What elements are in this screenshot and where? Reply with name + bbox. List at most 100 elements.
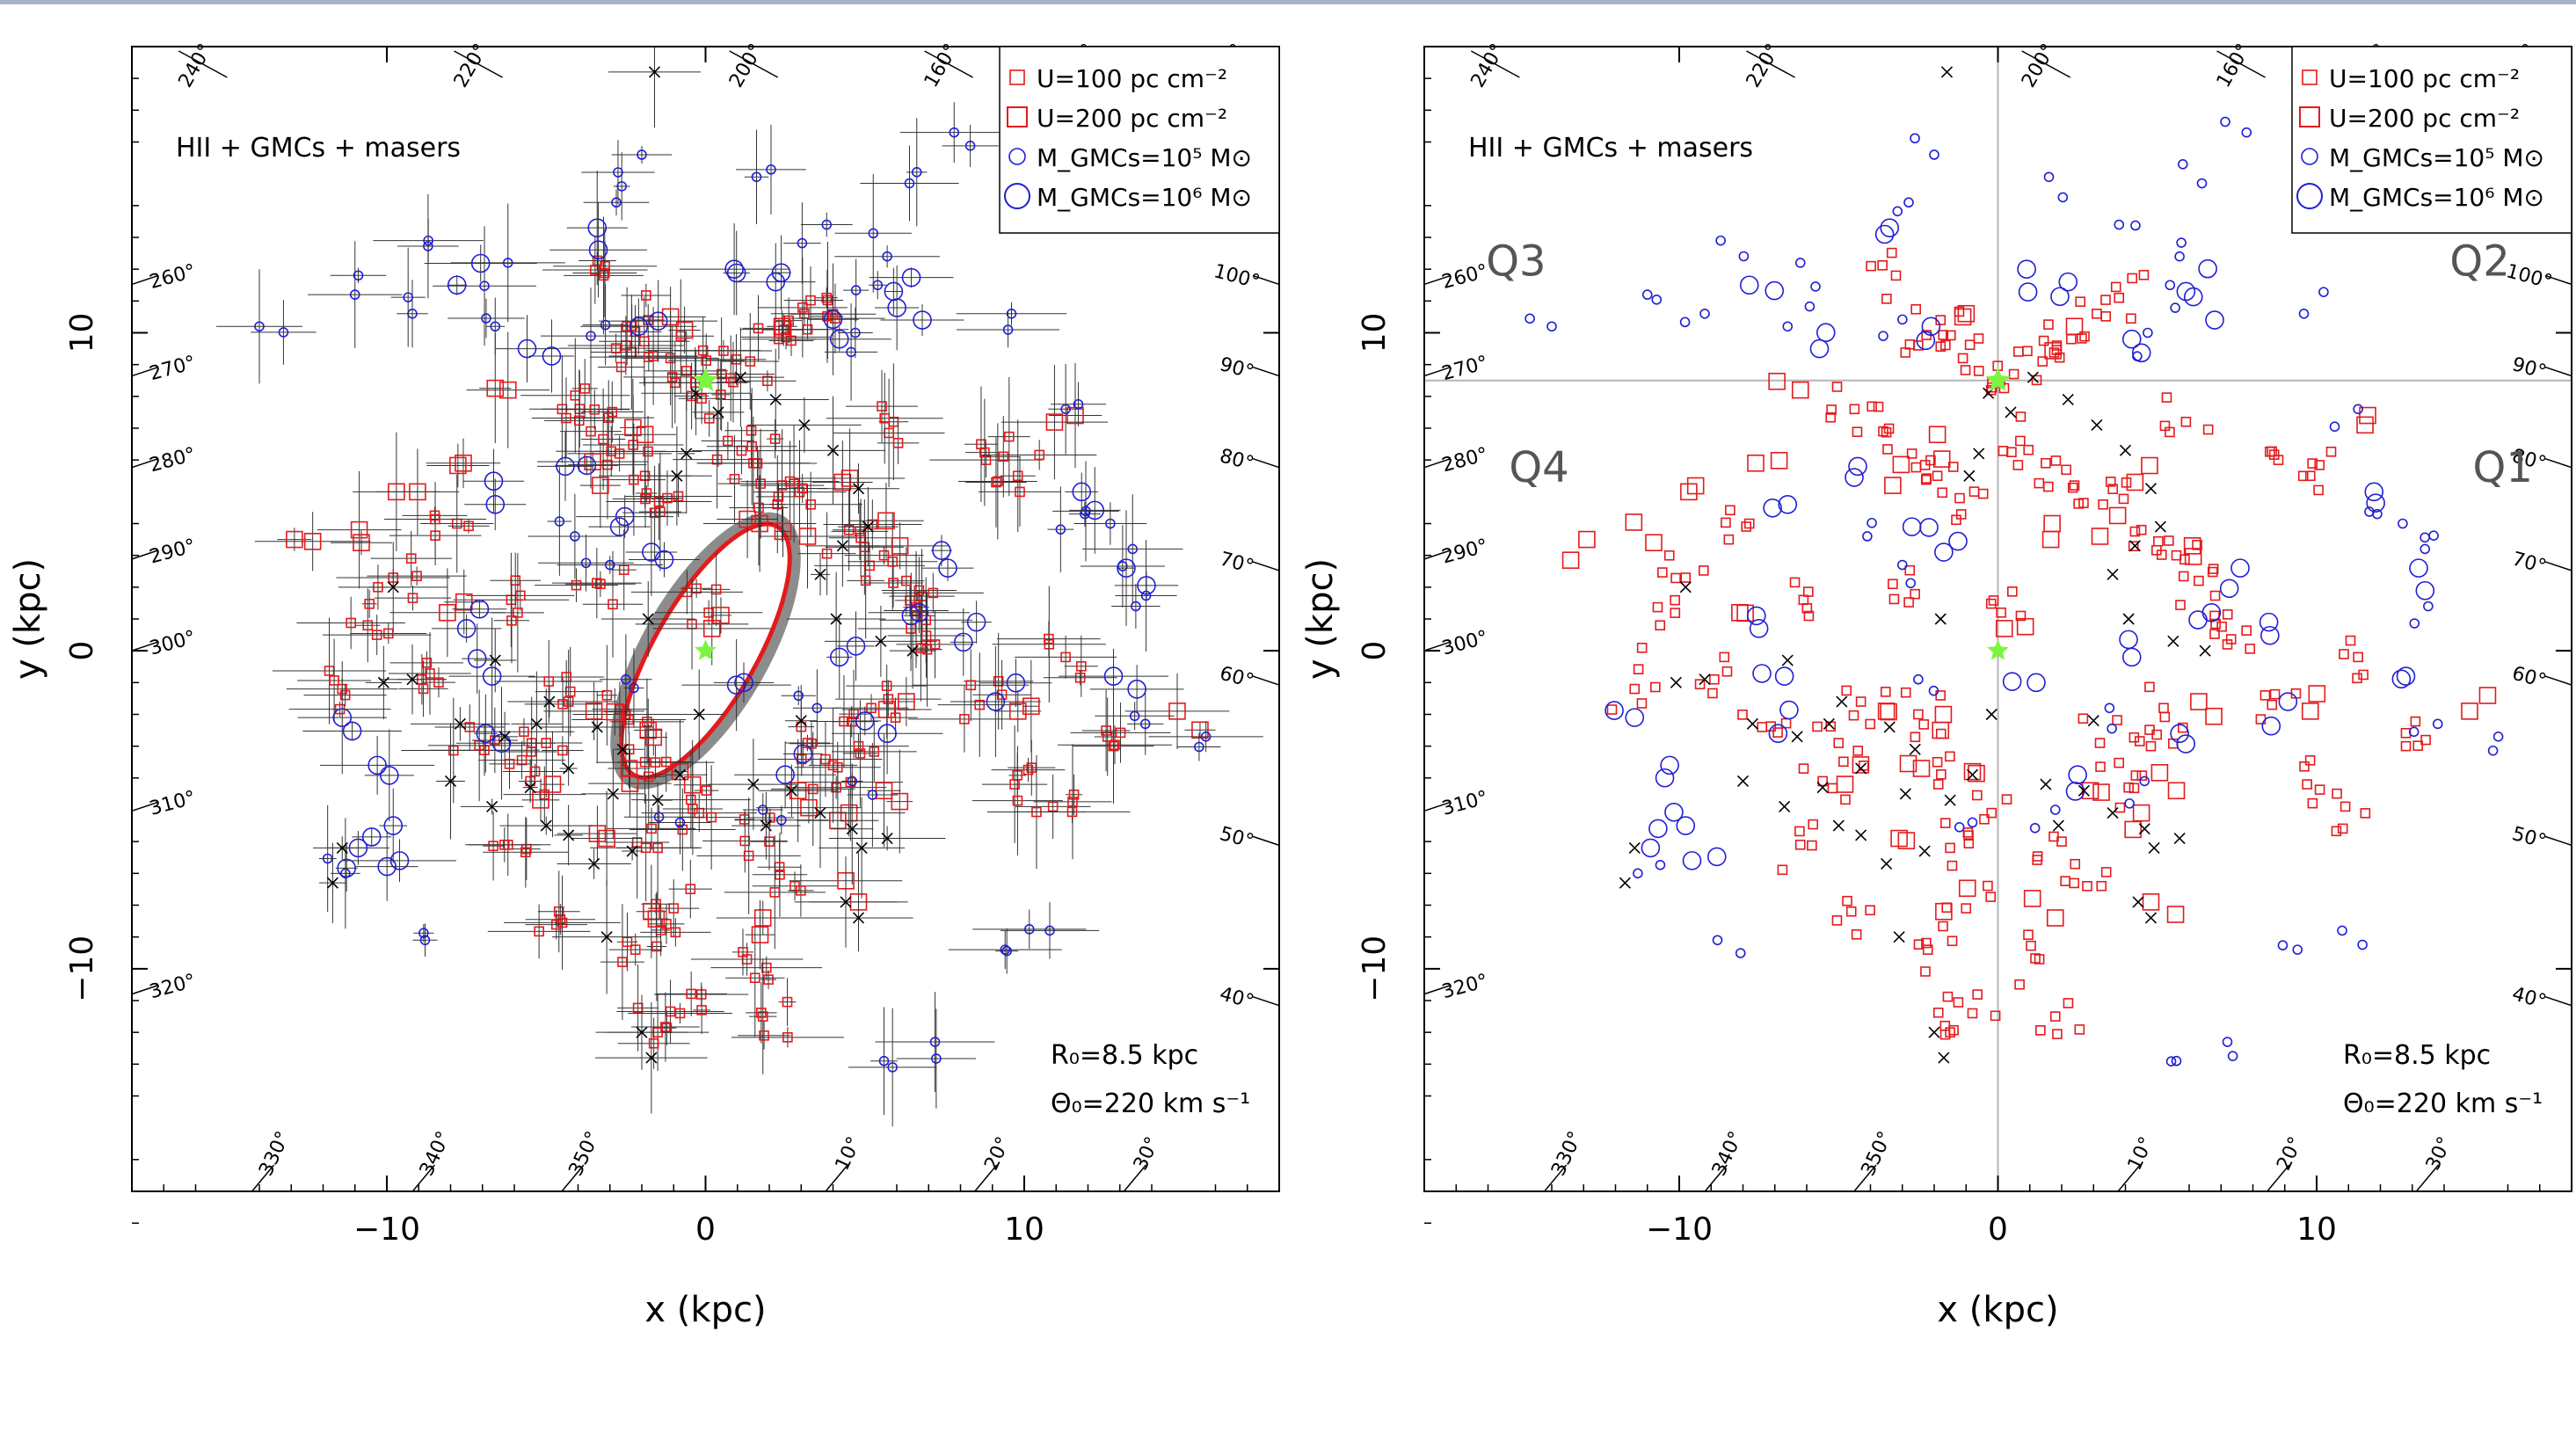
hii-marker xyxy=(1743,518,1755,529)
gmc-marker xyxy=(600,319,611,331)
hii-marker xyxy=(756,1008,767,1018)
hii-marker xyxy=(2092,783,2110,801)
longitude-tick-line xyxy=(1252,274,1280,286)
longitude-tick-line xyxy=(178,50,228,78)
hii-marker xyxy=(689,377,701,389)
longitude-label-bottom: 330° xyxy=(255,1128,295,1180)
maser-marker xyxy=(387,581,399,593)
gmc-marker xyxy=(2119,630,2138,650)
hii-marker xyxy=(2096,880,2107,892)
hii-marker xyxy=(592,578,602,588)
longitude-tick-line xyxy=(1423,550,1452,560)
gmc-marker xyxy=(1779,700,1799,720)
maser-marker xyxy=(830,613,842,625)
hii-marker xyxy=(2091,528,2109,545)
longitude-tick-line xyxy=(1423,641,1452,652)
hii-marker xyxy=(2161,392,2172,403)
hii-marker xyxy=(1747,454,1765,472)
gmc-marker xyxy=(2165,1056,2177,1067)
hii-marker xyxy=(2210,618,2221,630)
gmc-marker xyxy=(1651,295,1663,305)
hii-marker xyxy=(2070,858,2081,870)
gmc-marker xyxy=(1892,206,1903,217)
hii-marker xyxy=(1996,607,2006,618)
longitude-label-right: 40° xyxy=(2510,983,2549,1013)
maser-marker xyxy=(840,896,852,908)
gmc-marker xyxy=(1845,468,1864,487)
gmc-marker xyxy=(1867,517,1877,528)
hii-marker xyxy=(2092,308,2102,319)
hii-marker xyxy=(1897,832,1916,849)
hii-marker xyxy=(2044,342,2062,360)
gmc-marker xyxy=(1001,945,1013,957)
gmc-marker xyxy=(775,765,795,785)
hii-marker xyxy=(2008,368,2019,380)
hii-marker xyxy=(636,426,654,444)
hii-marker xyxy=(1936,769,1947,780)
gmc-marker xyxy=(878,1055,890,1067)
hii-marker xyxy=(2012,460,2024,470)
hii-marker xyxy=(1866,260,1876,272)
gmc-marker xyxy=(797,237,808,249)
hii-marker xyxy=(1803,610,1815,622)
gmc-marker xyxy=(342,721,362,741)
hii-marker xyxy=(1191,721,1209,739)
gmc-marker xyxy=(2068,765,2087,785)
gmc-marker xyxy=(2029,822,2041,834)
gmc-marker xyxy=(418,928,429,938)
hii-marker xyxy=(757,1011,768,1022)
hii-marker xyxy=(2225,634,2237,644)
hii-marker xyxy=(2268,449,2280,460)
hii-marker xyxy=(1840,794,1851,805)
hii-marker xyxy=(1791,381,1809,399)
hii-marker xyxy=(2151,729,2162,740)
hii-marker xyxy=(728,376,739,388)
gmc-marker xyxy=(2124,798,2135,809)
hii-marker xyxy=(1012,470,1023,482)
top-border xyxy=(0,0,2576,4)
gmc-marker xyxy=(850,285,862,295)
gmc-marker xyxy=(403,292,413,302)
longitude-label-bottom: 340° xyxy=(1708,1128,1748,1180)
hii-marker xyxy=(1903,597,1914,608)
hii-marker xyxy=(2073,499,2085,509)
hii-marker xyxy=(2054,352,2065,363)
maser-marker xyxy=(406,673,418,686)
gmc-marker xyxy=(611,197,622,208)
maser-marker xyxy=(651,794,664,806)
hii-marker xyxy=(1888,579,1898,590)
hii-marker xyxy=(2216,621,2227,632)
gmc-marker xyxy=(909,602,929,622)
hii-marker xyxy=(644,352,654,362)
gmc-marker xyxy=(2198,258,2217,279)
hii-marker xyxy=(1935,728,1947,739)
hii-marker xyxy=(753,502,764,513)
x-tick-label: 0 xyxy=(695,1212,716,1248)
hii-marker xyxy=(2163,535,2174,546)
hii-marker xyxy=(1985,598,1997,609)
hii-marker xyxy=(2209,590,2221,601)
hii-marker xyxy=(439,603,456,622)
hii-marker xyxy=(364,598,375,609)
hii-marker xyxy=(610,343,622,353)
hii-marker xyxy=(615,361,627,373)
hii-marker xyxy=(1932,779,1944,790)
hii-marker xyxy=(1709,673,1720,685)
hii-marker xyxy=(1855,696,1867,707)
gmc-marker xyxy=(2432,718,2443,730)
hii-marker xyxy=(2138,270,2150,280)
hii-marker xyxy=(796,885,806,896)
maser-marker xyxy=(1628,841,1641,854)
hii-marker xyxy=(2180,416,2192,427)
hii-marker xyxy=(2314,460,2325,470)
maser-marker xyxy=(642,613,654,625)
gmc-marker xyxy=(2143,327,2153,339)
longitude-tick-line xyxy=(1746,50,1795,78)
hii-marker xyxy=(2066,333,2077,345)
gmc-marker xyxy=(349,289,360,300)
gmc-marker xyxy=(542,346,562,366)
hii-marker xyxy=(675,321,694,339)
gmc-marker xyxy=(490,321,501,332)
maser-marker xyxy=(785,784,797,797)
hii-marker xyxy=(1968,486,1980,497)
